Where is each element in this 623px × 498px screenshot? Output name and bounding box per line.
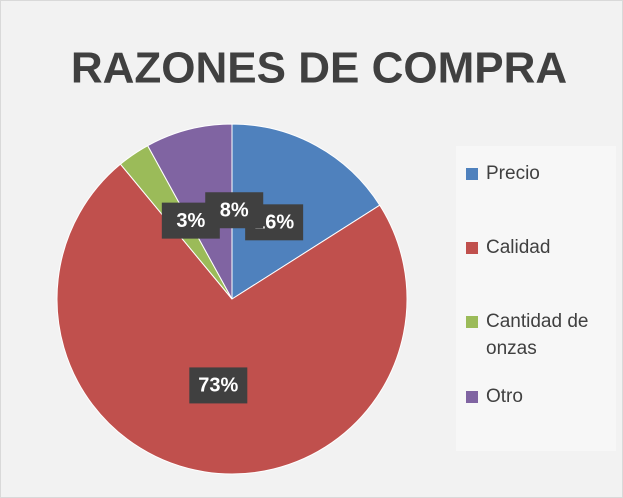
data-label: 8% [220,200,249,222]
pie-slice [231,123,381,300]
legend: Precio Calidad Cantidad de onzas Otro [456,146,616,451]
legend-label: Cantidad de onzas [486,311,589,359]
legend-label: Calidad [486,237,551,258]
legend-swatch [466,168,478,180]
legend-label: Precio [486,163,540,184]
data-label-box [189,367,248,404]
data-label: 3% [176,210,205,232]
chart-title: RAZONES DE COMPRA [71,44,567,93]
legend-swatch [466,316,478,328]
data-label: 16% [254,212,294,234]
data-label-box [205,192,264,229]
pie-slice [56,163,408,475]
legend-swatch [466,391,478,403]
legend-swatch [466,242,478,254]
data-label: 73% [198,375,238,397]
legend-label: Otro [486,386,523,407]
